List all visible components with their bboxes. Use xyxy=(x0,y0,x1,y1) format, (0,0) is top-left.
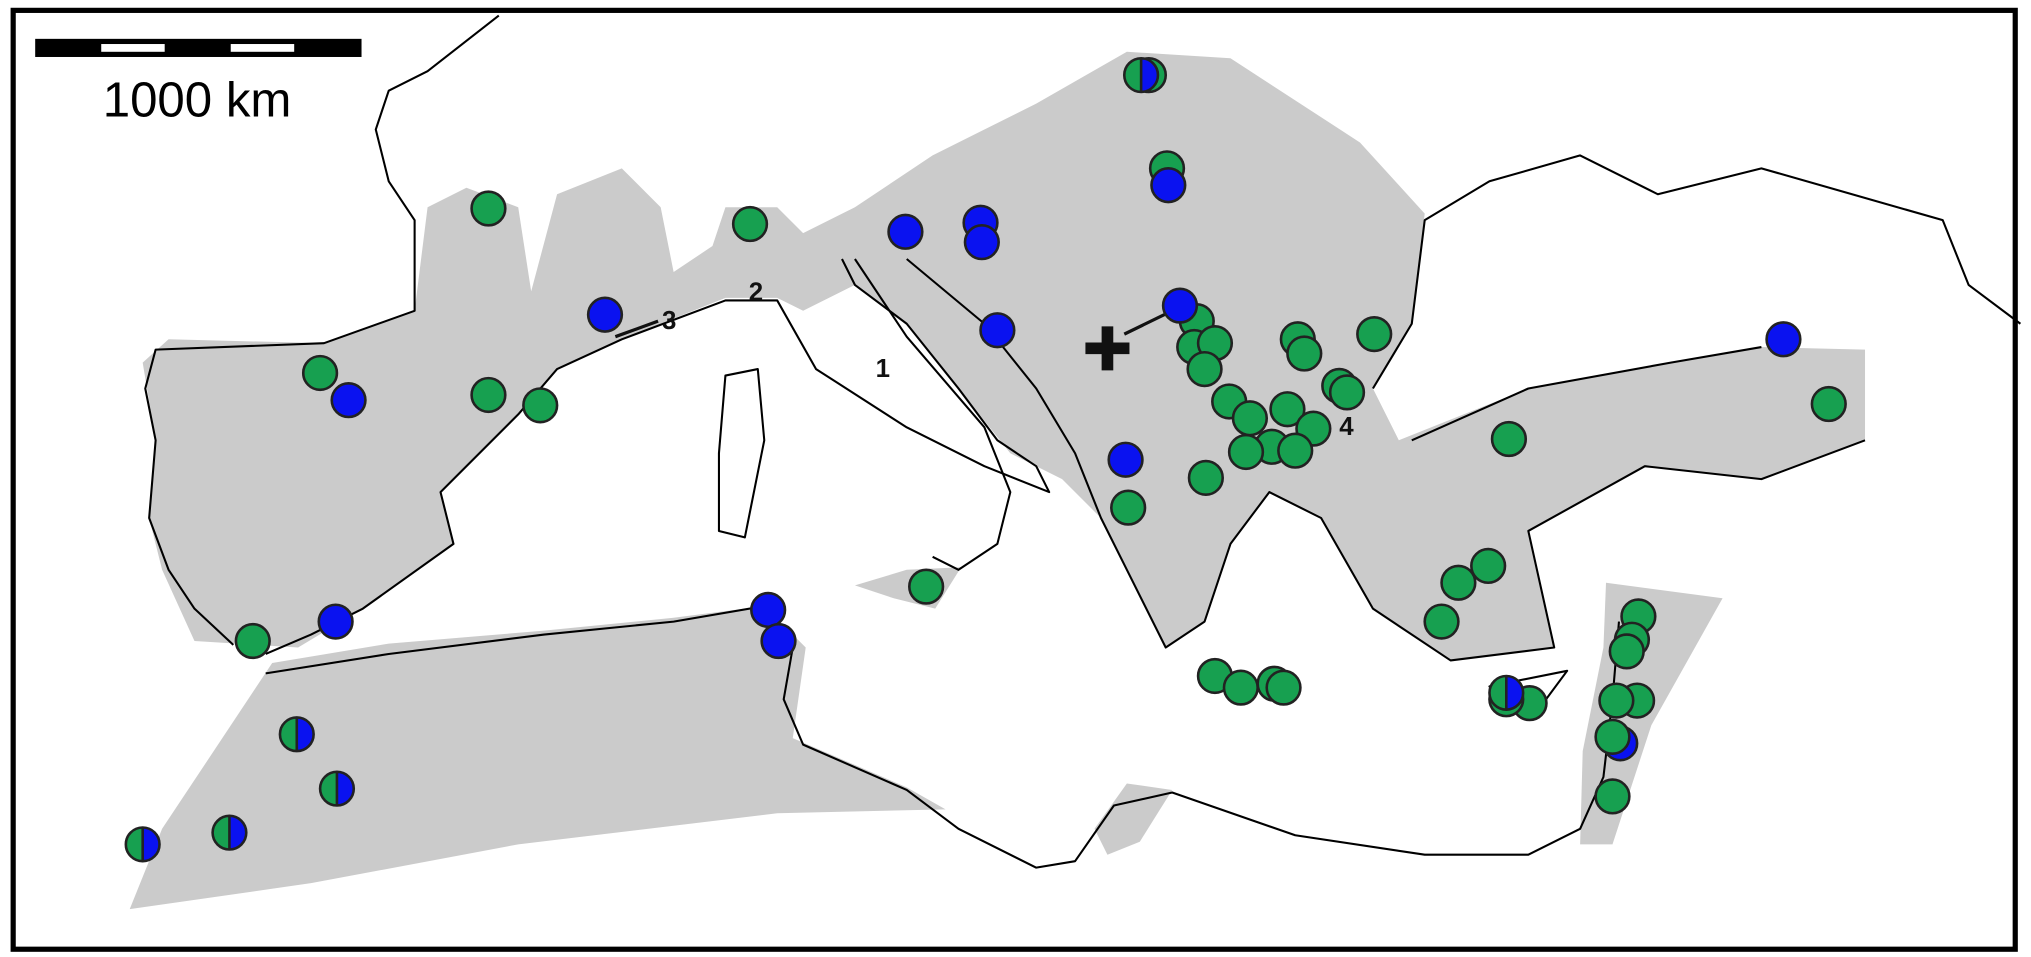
site-half xyxy=(142,827,160,862)
green-site xyxy=(1598,682,1635,719)
green-site xyxy=(1490,420,1528,458)
site-half xyxy=(1141,58,1158,92)
site-half xyxy=(1506,675,1524,710)
blue-site xyxy=(586,296,624,333)
scale-bar-label: 1000 km xyxy=(103,73,292,128)
scale-bar-segment xyxy=(230,44,295,52)
site-half xyxy=(320,771,337,806)
blue-site xyxy=(979,312,1016,349)
annotations: 1 2 3 4 xyxy=(614,278,1354,441)
site-label: 3 xyxy=(662,307,676,335)
green-site xyxy=(1810,385,1847,423)
site-half xyxy=(229,815,247,850)
mixed-site xyxy=(124,826,161,863)
cross-marker xyxy=(1085,326,1130,371)
green-site xyxy=(1440,564,1477,601)
green-site xyxy=(1222,669,1259,706)
blue-site xyxy=(317,603,354,640)
green-site xyxy=(1594,718,1631,755)
site-half xyxy=(279,717,297,752)
site-half xyxy=(296,717,314,752)
leader-line xyxy=(614,319,659,339)
site-half xyxy=(336,771,354,806)
sample-sites xyxy=(124,56,1847,863)
coast-black-sea xyxy=(1372,154,2022,442)
green-site xyxy=(1265,669,1302,706)
scale-bar-body xyxy=(35,38,362,57)
mixed-site xyxy=(1488,674,1525,711)
green-site xyxy=(1110,489,1147,526)
green-site xyxy=(1269,391,1306,428)
site-label: 4 xyxy=(1339,413,1354,441)
blue-site xyxy=(1150,167,1187,204)
blue-site xyxy=(1107,441,1144,478)
green-site xyxy=(1231,400,1269,437)
blue-site xyxy=(1765,321,1802,358)
site-half xyxy=(125,827,143,862)
green-site xyxy=(731,205,769,243)
green-site xyxy=(1608,633,1645,670)
site-half xyxy=(1124,58,1142,92)
green-site xyxy=(1356,315,1393,353)
mixed-site xyxy=(278,716,315,753)
green-site xyxy=(1187,459,1224,496)
green-site xyxy=(1277,432,1314,469)
green-site xyxy=(470,376,507,414)
coast-balkans xyxy=(906,258,1866,662)
blue-site xyxy=(750,591,787,629)
site-label: 2 xyxy=(749,278,763,306)
green-site xyxy=(301,354,339,392)
leader-line xyxy=(1123,309,1173,336)
scale-bar: 1000 km xyxy=(35,38,362,128)
green-site xyxy=(522,387,559,424)
green-site xyxy=(1286,335,1323,372)
blue-site xyxy=(760,622,797,660)
site-half xyxy=(212,815,230,850)
blue-site xyxy=(1161,287,1199,324)
mixed-site xyxy=(318,770,356,807)
green-site xyxy=(1186,350,1223,388)
range-europe xyxy=(142,51,1866,661)
coast-italy-boot xyxy=(854,258,1012,571)
range-north-africa xyxy=(129,606,946,910)
green-site xyxy=(1594,778,1631,815)
coast-iberia xyxy=(265,258,1051,655)
coast-north-africa xyxy=(265,605,1620,869)
blue-site xyxy=(963,224,1000,261)
map-frame xyxy=(10,7,2018,952)
mixed-site xyxy=(1122,56,1160,94)
coast-sardinia xyxy=(717,368,766,539)
green-site xyxy=(908,568,945,605)
green-site xyxy=(1328,374,1366,411)
site-label: 1 xyxy=(876,355,890,383)
green-site xyxy=(1470,547,1507,585)
blue-site xyxy=(330,382,367,419)
range-egypt-coast xyxy=(1094,783,1173,855)
green-site xyxy=(470,190,507,227)
scale-bar-segment xyxy=(101,44,165,52)
site-half xyxy=(1489,675,1507,710)
coast-iberia-west xyxy=(144,14,500,646)
mixed-site xyxy=(211,814,248,851)
blue-site xyxy=(887,213,924,250)
green-site xyxy=(234,622,271,660)
green-site xyxy=(1227,433,1265,471)
green-site xyxy=(1423,603,1460,640)
